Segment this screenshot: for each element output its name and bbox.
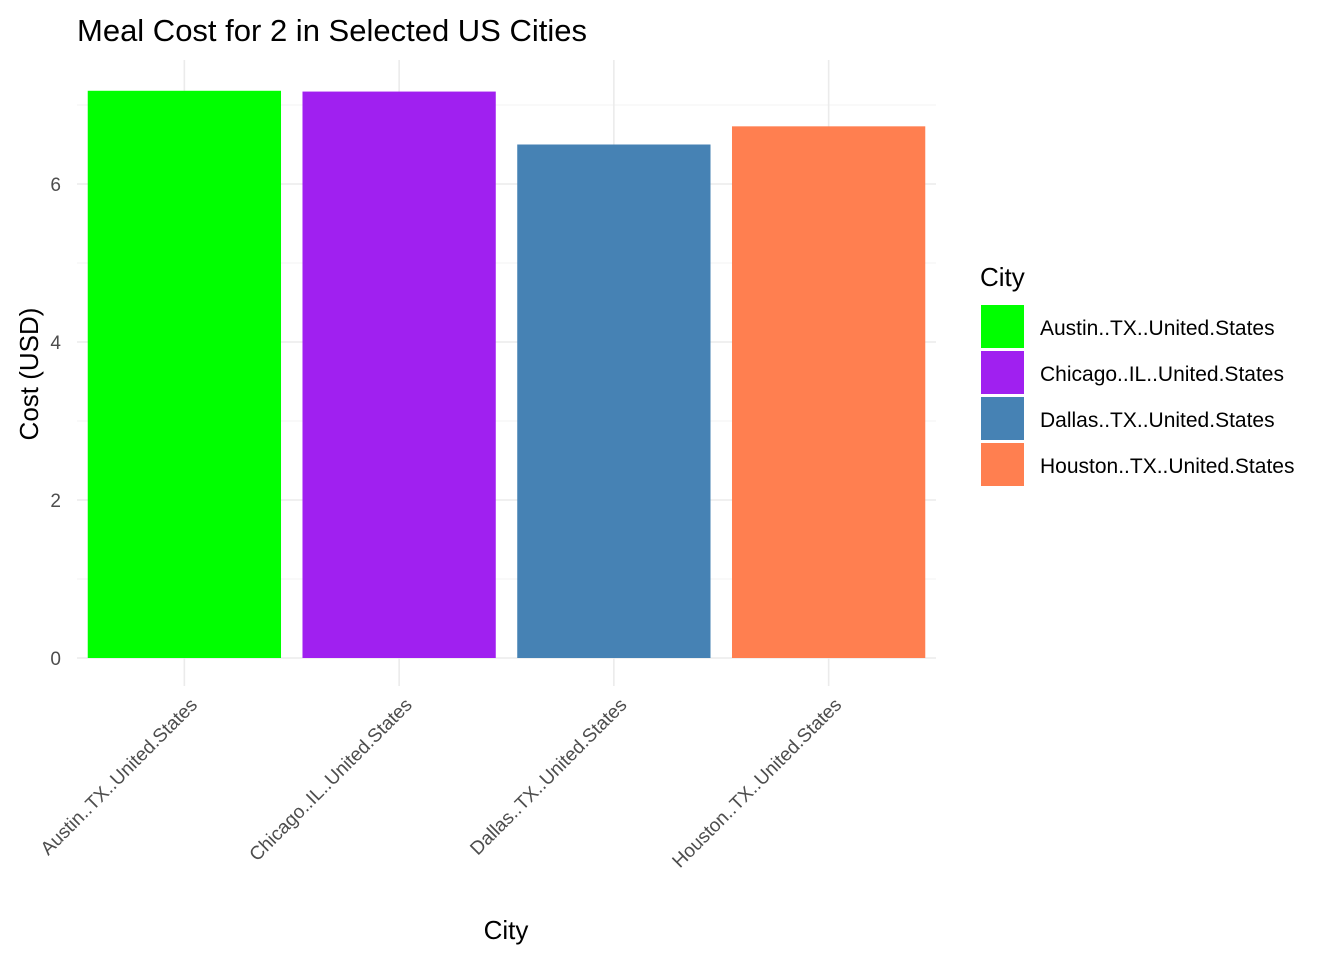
x-axis-title: City [484, 915, 529, 945]
bar [517, 144, 711, 658]
x-axis-ticks: Austin..TX..United.States Chicago..IL..Un… [37, 695, 846, 873]
legend-items: Austin..TX..United.States Chicago..IL..Un… [981, 305, 1294, 486]
legend-label: Chicago..IL..United.States [1040, 363, 1284, 386]
bar [302, 91, 496, 658]
y-axis-ticks: 0 2 4 6 [50, 175, 61, 670]
legend-title: City [980, 262, 1025, 292]
x-tick-label: Dallas..TX..United.States [466, 695, 631, 860]
legend-label: Austin..TX..United.States [1040, 317, 1275, 340]
y-tick-label: 4 [50, 333, 61, 354]
x-tick-label: Chicago..IL..United.States [246, 695, 417, 866]
y-tick-label: 6 [50, 175, 61, 196]
legend-swatch [981, 397, 1024, 440]
bars [87, 90, 926, 658]
y-axis-title: Cost (USD) [14, 308, 44, 441]
bar [731, 126, 926, 658]
legend-swatch [981, 443, 1024, 486]
bar [87, 90, 282, 658]
y-tick-label: 0 [50, 649, 61, 670]
legend-label: Houston..TX..United.States [1040, 455, 1294, 478]
legend-swatch [981, 351, 1024, 394]
x-tick-label: Austin..TX..United.States [37, 695, 202, 860]
legend-label: Dallas..TX..United.States [1040, 409, 1275, 432]
chart-title: Meal Cost for 2 in Selected US Cities [77, 13, 587, 48]
y-tick-label: 2 [50, 491, 61, 512]
legend: City Austin..TX..United.States Chicago..I… [980, 262, 1294, 486]
legend-swatch [981, 305, 1024, 348]
x-tick-label: Houston..TX..United.States [669, 695, 847, 873]
